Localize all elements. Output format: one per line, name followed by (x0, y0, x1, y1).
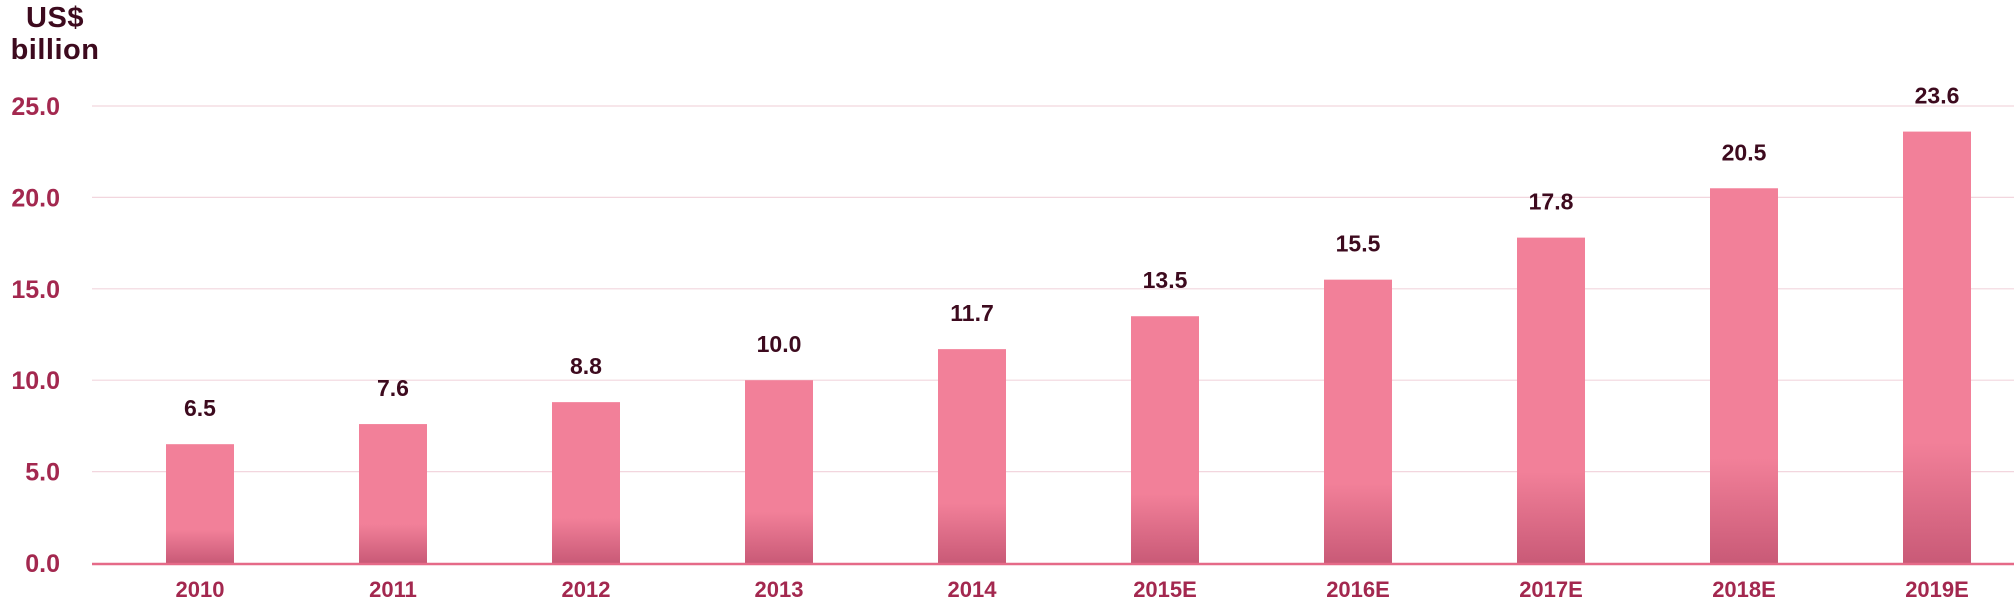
y-tick-label: 20.0 (11, 184, 60, 212)
bar (359, 424, 427, 563)
x-tick-label: 2017E (1519, 577, 1583, 602)
data-label: 17.8 (1529, 189, 1574, 215)
x-tick-label: 2018E (1712, 577, 1776, 602)
data-label: 6.5 (184, 395, 216, 421)
data-label: 20.5 (1722, 139, 1767, 165)
x-tick-label: 2016E (1326, 577, 1390, 602)
y-tick-label: 5.0 (25, 459, 60, 487)
bar (1131, 316, 1199, 563)
data-label: 8.8 (570, 353, 602, 379)
y-axis-label-line-1: US$ (26, 2, 84, 34)
y-tick-labels: 0.0 5.0 10.0 15.0 20.0 25.0 (11, 93, 60, 578)
x-tick-label: 2010 (176, 577, 225, 602)
y-tick-label: 25.0 (11, 93, 60, 121)
x-tick-label: 2011 (369, 577, 417, 602)
x-tick-labels: 2010 2011 2012 2013 2014 2015E 2016E 2017E 2018E… (176, 577, 1969, 602)
x-tick-label: 2015E (1133, 577, 1197, 602)
bar (1710, 188, 1778, 563)
x-tick-label: 2013 (755, 577, 804, 602)
x-tick-label: 2014 (948, 577, 998, 602)
y-tick-label: 0.0 (25, 550, 60, 578)
bar (1517, 237, 1585, 563)
x-tick-label: 2012 (562, 577, 611, 602)
data-label: 13.5 (1143, 267, 1188, 293)
data-label: 15.5 (1336, 231, 1381, 257)
bar (938, 349, 1006, 563)
y-axis-label-line-2: billion (10, 34, 100, 66)
bar (1903, 131, 1971, 564)
y-tick-label: 15.0 (11, 276, 60, 304)
bar (1324, 279, 1392, 563)
data-label: 10.0 (757, 331, 802, 357)
bar (745, 380, 813, 563)
data-label: 11.7 (950, 300, 994, 326)
y-tick-label: 10.0 (11, 367, 60, 395)
data-label: 7.6 (377, 375, 409, 401)
bar (166, 444, 234, 563)
data-labels: 6.5 7.6 8.8 10.0 11.7 13.5 15.5 17.8 20.5 23.6 (184, 83, 1959, 422)
bars (166, 131, 1971, 564)
bar (552, 402, 620, 563)
data-label: 23.6 (1915, 83, 1960, 109)
x-tick-label: 2019E (1905, 577, 1969, 602)
